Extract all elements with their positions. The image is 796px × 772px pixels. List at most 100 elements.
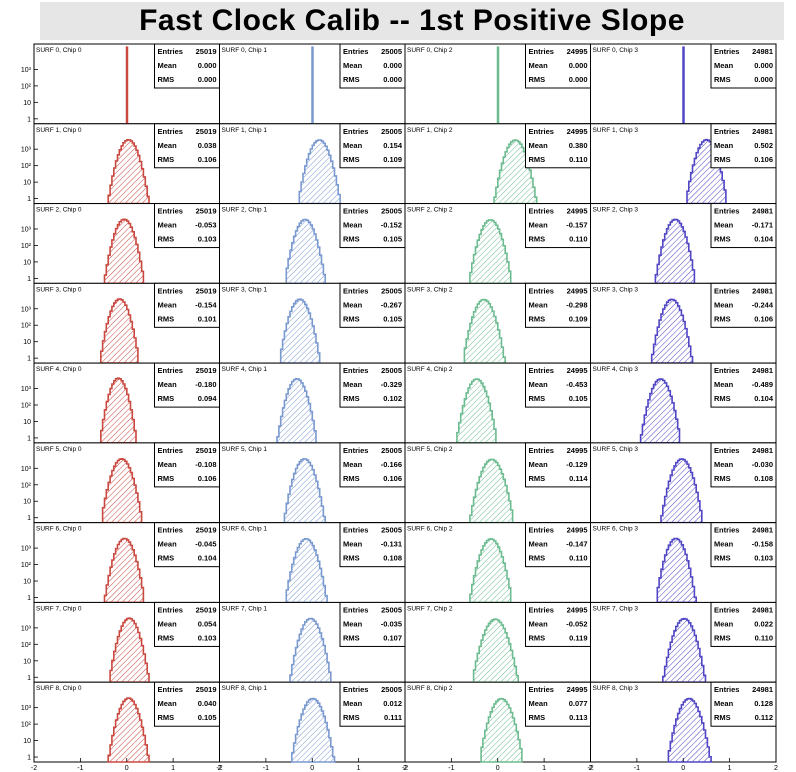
y-tick-label: 1 bbox=[27, 755, 31, 762]
panel-title: SURF 5, Chip 2 bbox=[407, 446, 453, 453]
histogram-panel: SURF 8, Chip 2 Entries 24995 Mean 0.077 RMS 0.… bbox=[402, 681, 593, 772]
stats-box: Entries 25005 Mean -0.329 RMS 0.102 bbox=[339, 362, 406, 408]
histogram-panel: SURF 3, Chip 2 Entries 24995 Mean -0.298 RMS 0… bbox=[404, 282, 591, 364]
stats-value: -0.045 bbox=[195, 540, 216, 549]
stats-value: 0.103 bbox=[754, 554, 773, 563]
stats-value: 24995 bbox=[567, 685, 588, 694]
histogram-bar bbox=[654, 218, 696, 285]
panel-title: SURF 4, Chip 3 bbox=[593, 366, 639, 373]
stats-value: 0.103 bbox=[198, 633, 217, 642]
stats-value: 0.106 bbox=[198, 474, 217, 483]
stats-label: Entries bbox=[343, 127, 368, 136]
stats-label: Entries bbox=[343, 446, 368, 455]
stats-label: Mean bbox=[343, 699, 363, 708]
stats-label: Mean bbox=[529, 300, 549, 309]
stats-label: RMS bbox=[714, 235, 731, 244]
histogram-bar bbox=[660, 458, 703, 524]
histogram-panel: 1 10 10² 10³ SURF 7, Chip 0 Entries 25019 Mean 0… bbox=[21, 601, 220, 684]
x-tick-label: 2 bbox=[589, 765, 593, 772]
histogram-panel: SURF 4, Chip 3 Entries 24981 Mean -0.489 RMS 0… bbox=[590, 362, 777, 444]
histogram-panel: SURF 3, Chip 3 Entries 24981 Mean -0.244 RMS 0… bbox=[590, 282, 777, 364]
stats-value: 25005 bbox=[381, 366, 402, 375]
stats-label: Mean bbox=[529, 380, 549, 389]
stats-box: Entries 24995 Mean 0.077 RMS 0.113 bbox=[525, 681, 591, 727]
panel-title: SURF 5, Chip 3 bbox=[593, 446, 639, 453]
stats-box: Entries 24995 Mean -0.129 RMS 0.114 bbox=[525, 442, 591, 488]
histogram-bar bbox=[639, 378, 681, 444]
stats-value: 24995 bbox=[567, 366, 588, 375]
histogram-bar bbox=[667, 697, 712, 763]
stats-value: 0.038 bbox=[198, 141, 217, 150]
stats-value: 24995 bbox=[567, 446, 588, 455]
stats-value: 0.000 bbox=[569, 75, 588, 84]
stats-frame bbox=[710, 43, 777, 89]
stats-label: RMS bbox=[158, 394, 175, 403]
stats-label: RMS bbox=[714, 314, 731, 323]
histogram-panel: SURF 4, Chip 2 Entries 24995 Mean -0.453 RMS 0… bbox=[404, 362, 591, 444]
stats-value: -0.129 bbox=[566, 460, 587, 469]
stats-label: Entries bbox=[158, 47, 183, 56]
histogram-bar bbox=[298, 139, 341, 205]
stats-value: 0.109 bbox=[383, 155, 402, 164]
stats-label: RMS bbox=[158, 633, 175, 642]
panel-title: SURF 8, Chip 1 bbox=[222, 685, 268, 692]
histogram-bar bbox=[469, 458, 514, 524]
panel-title: SURF 8, Chip 0 bbox=[36, 685, 82, 692]
histogram-bar bbox=[285, 538, 328, 604]
stats-frame bbox=[339, 362, 406, 408]
stats-label: Entries bbox=[158, 127, 183, 136]
histogram-bar bbox=[456, 378, 497, 444]
stats-frame bbox=[339, 681, 406, 727]
stats-label: RMS bbox=[343, 235, 360, 244]
stats-frame bbox=[339, 442, 406, 488]
stats-box: Entries 25019 Mean -0.154 RMS 0.101 bbox=[154, 282, 220, 328]
panel-title: SURF 2, Chip 1 bbox=[222, 207, 268, 214]
stats-box: Entries 25019 Mean -0.053 RMS 0.103 bbox=[154, 203, 220, 249]
stats-label: RMS bbox=[158, 235, 175, 244]
stats-value: 0.119 bbox=[569, 633, 587, 642]
stats-label: Mean bbox=[343, 221, 363, 230]
histogram-bar bbox=[100, 377, 137, 444]
stats-label: Entries bbox=[158, 207, 183, 216]
y-tick-label: 10 bbox=[23, 579, 31, 586]
stats-frame bbox=[525, 282, 591, 328]
y-tick-label: 10² bbox=[21, 642, 32, 649]
panel-title: SURF 0, Chip 3 bbox=[593, 47, 639, 54]
stats-box: Entries 25005 Mean 0.012 RMS 0.111 bbox=[339, 681, 406, 727]
stats-value: 0.380 bbox=[569, 141, 588, 150]
y-tick-label: 10² bbox=[21, 243, 32, 250]
stats-label: RMS bbox=[158, 75, 175, 84]
stats-label: RMS bbox=[714, 394, 731, 403]
stats-label: Mean bbox=[158, 699, 178, 708]
stats-label: RMS bbox=[343, 554, 360, 563]
stats-label: Mean bbox=[529, 141, 549, 150]
stats-value: 25019 bbox=[196, 685, 217, 694]
stats-label: Entries bbox=[158, 286, 183, 295]
stats-label: Entries bbox=[529, 685, 554, 694]
stats-label: Entries bbox=[158, 605, 183, 614]
stats-label: Entries bbox=[714, 207, 739, 216]
x-tick-label: -2 bbox=[587, 765, 593, 772]
stats-label: Mean bbox=[529, 619, 549, 628]
stats-value: 0.110 bbox=[569, 235, 587, 244]
histogram-bar bbox=[100, 298, 139, 364]
stats-label: RMS bbox=[158, 713, 175, 722]
stats-label: Entries bbox=[714, 47, 739, 56]
panel-title: SURF 2, Chip 0 bbox=[36, 207, 82, 214]
panel-title: SURF 6, Chip 3 bbox=[593, 526, 639, 533]
stats-value: 0.104 bbox=[198, 554, 218, 563]
stats-frame bbox=[154, 601, 220, 647]
y-tick-label: 1 bbox=[27, 435, 31, 442]
stats-value: 24981 bbox=[752, 286, 773, 295]
y-tick-label: 10 bbox=[23, 100, 31, 107]
histogram-bar bbox=[650, 298, 694, 364]
histogram-panel: 1 10 10² 10³ SURF 6, Chip 0 Entries 25019 Mean -… bbox=[21, 522, 220, 604]
stats-frame bbox=[710, 123, 777, 169]
stats-label: Entries bbox=[343, 605, 368, 614]
y-tick-label: 10³ bbox=[21, 67, 32, 74]
stats-value: -0.453 bbox=[566, 380, 587, 389]
stats-value: 25005 bbox=[381, 47, 402, 56]
stats-box: Entries 24981 Mean 0.000 RMS 0.000 bbox=[710, 43, 777, 89]
panel-title: SURF 1, Chip 2 bbox=[407, 127, 453, 134]
x-tick-label: -1 bbox=[77, 765, 83, 772]
